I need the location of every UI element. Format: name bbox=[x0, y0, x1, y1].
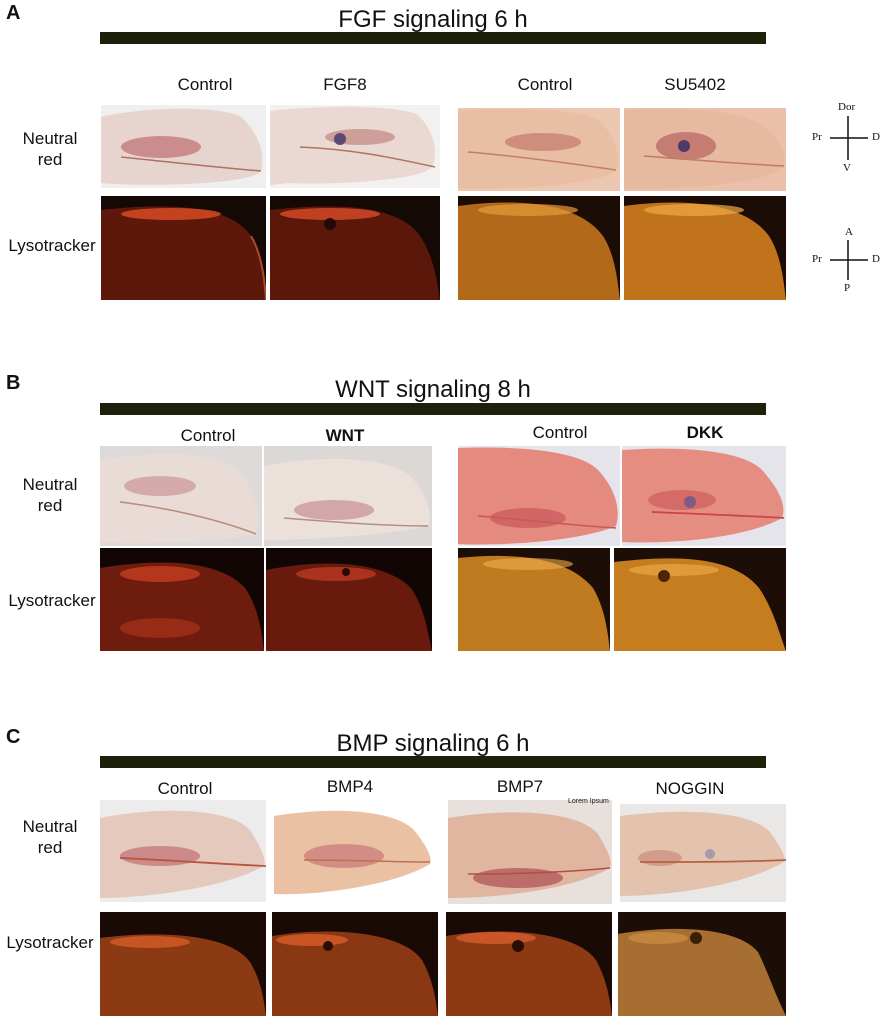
orientation-cross-icon-2 bbox=[830, 240, 868, 280]
panel-a-row-lysotracker: Lysotracker bbox=[8, 236, 96, 255]
panel-c-col-3: BMP7 bbox=[496, 777, 544, 796]
panel-a-nr-control2-image bbox=[458, 108, 620, 191]
panel-a-nr-control-image bbox=[101, 105, 266, 188]
panel-b-title: WNT signaling 8 h bbox=[335, 376, 531, 403]
panel-b-nr-wnt-image bbox=[264, 446, 432, 546]
panel-a-title: FGF signaling 6 h bbox=[338, 6, 528, 33]
panel-a-lyso-control2-image bbox=[458, 196, 620, 300]
axis-d-label: D bbox=[872, 131, 880, 143]
panel-a-nr-fgf8-image bbox=[270, 105, 440, 188]
panel-b-nr-control-image bbox=[100, 446, 262, 546]
panel-b-col-3: Control bbox=[532, 423, 588, 442]
panel-b-nr-control2-image bbox=[458, 446, 620, 546]
panel-a-col-3: Control bbox=[517, 75, 573, 94]
overlay-text: Lorem Ipsum bbox=[568, 798, 609, 805]
axis-v-label: V bbox=[843, 162, 851, 174]
axis-p-label: P bbox=[844, 282, 851, 294]
panel-b-lyso-dkk-image bbox=[614, 548, 786, 651]
orientation-dor-v-diagram: Dor Pr D V bbox=[808, 100, 884, 178]
panel-c-col-1: Control bbox=[157, 779, 213, 798]
panel-b-col-2: WNT bbox=[325, 426, 365, 445]
panel-c-row-lysotracker: Lysotracker bbox=[6, 933, 94, 952]
axis-d2-label: D bbox=[872, 253, 880, 265]
panel-b-lyso-control-image bbox=[100, 548, 264, 651]
panel-b-lyso-control2-image bbox=[458, 548, 610, 651]
panel-a-nr-su5402-image bbox=[624, 108, 786, 191]
panel-c-lyso-noggin-image bbox=[618, 912, 786, 1016]
panel-b-col-1: Control bbox=[180, 426, 236, 445]
panel-a-col-4: SU5402 bbox=[664, 75, 726, 94]
panel-b-title-bar bbox=[100, 403, 766, 415]
orientation-cross-icon bbox=[830, 116, 868, 160]
orientation-a-p-diagram: A Pr D P bbox=[808, 224, 884, 302]
panel-b-nr-dkk-image bbox=[622, 446, 786, 546]
axis-dor-label: Dor bbox=[838, 101, 856, 113]
panel-c-col-4: NOGGIN bbox=[655, 779, 725, 798]
panel-c-nr-noggin-image bbox=[620, 804, 786, 902]
axis-a-label: A bbox=[845, 226, 853, 238]
panel-c-nr-bmp7-image bbox=[448, 800, 612, 904]
panel-b-letter: B bbox=[6, 372, 21, 394]
panel-c-nr-control-image bbox=[100, 800, 266, 902]
panel-a-col-2: FGF8 bbox=[323, 75, 367, 94]
panel-c-row-neutral-red: Neutral red bbox=[22, 817, 78, 857]
axis-pr-label: Pr bbox=[812, 131, 822, 143]
panel-c-lyso-bmp4-image bbox=[272, 912, 438, 1016]
panel-b-row-neutral-red: Neutral red bbox=[22, 475, 78, 515]
panel-a-lyso-fgf8-image bbox=[270, 196, 440, 300]
panel-c-col-2: BMP4 bbox=[326, 777, 374, 796]
panel-c-title-bar bbox=[100, 756, 766, 768]
panel-c-lyso-control-image bbox=[100, 912, 266, 1016]
panel-a-lyso-su5402-image bbox=[624, 196, 786, 300]
panel-c-nr-bmp4-image bbox=[274, 806, 434, 902]
panel-c-title: BMP signaling 6 h bbox=[336, 730, 530, 757]
panel-a-col-1: Control bbox=[177, 75, 233, 94]
panel-b-col-4: DKK bbox=[686, 423, 724, 442]
axis-pr2-label: Pr bbox=[812, 253, 822, 265]
panel-c-letter: C bbox=[6, 726, 21, 748]
panel-c-lyso-bmp7-image bbox=[446, 912, 612, 1016]
panel-a-row-neutral-red: Neutral red bbox=[22, 129, 78, 169]
panel-b-lyso-wnt-image bbox=[266, 548, 432, 651]
panel-a-letter: A bbox=[6, 2, 21, 24]
panel-a-title-bar bbox=[100, 32, 766, 44]
panel-a-lyso-control-image bbox=[101, 196, 266, 300]
panel-b-row-lysotracker: Lysotracker bbox=[8, 591, 96, 610]
